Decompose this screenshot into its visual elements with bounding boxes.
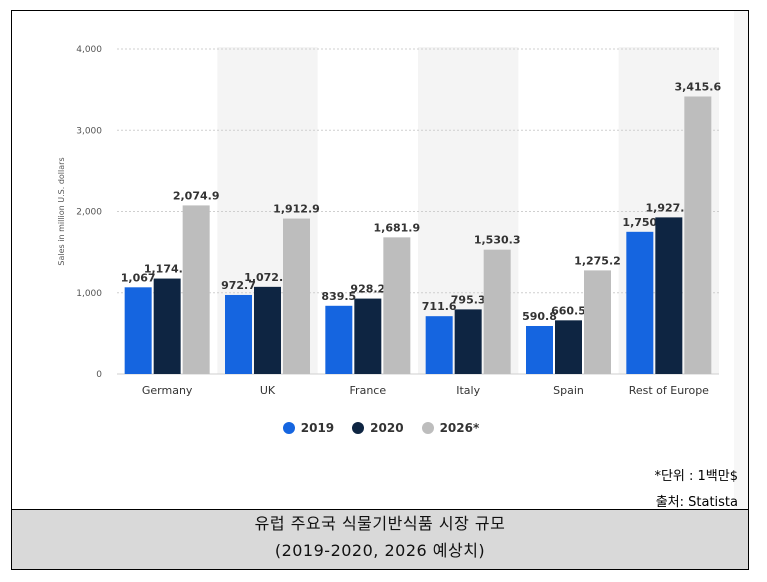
y-tick-label: 1,000: [76, 289, 102, 299]
legend-marker-2020: [352, 422, 365, 434]
bar-2019-1: [225, 294, 252, 374]
legend-marker-2026: [421, 422, 434, 434]
data-label: 711.6: [422, 300, 457, 313]
legend-label-2026: 2026*: [439, 421, 480, 435]
data-label: 590.8: [522, 310, 557, 323]
bar-chart: 0 1,000 2,000 3,000 4,000 Sales in million U.…: [57, 45, 722, 397]
bar-2020-4: [555, 320, 582, 374]
unit-note: *단위 : 1백만$: [654, 469, 738, 484]
legend-label-2020: 2020: [370, 421, 404, 435]
caption-subtitle: (2019-2020, 2026 예상치): [274, 541, 486, 560]
legend-marker-2019: [282, 422, 295, 434]
x-tick-label: Rest of Europe: [629, 384, 709, 397]
bar-2026-3: [483, 249, 511, 374]
data-label: 1,275.2: [574, 254, 621, 267]
figure-frame: 0 1,000 2,000 3,000 4,000 Sales in million U.…: [11, 10, 749, 570]
data-label: 1,927.6: [646, 201, 693, 214]
legend-item-2019: 2019: [282, 421, 335, 435]
x-tick-label: France: [350, 384, 387, 397]
y-axis-label: Sales in million U.S. dollars: [57, 157, 66, 265]
bar-2020-3: [454, 309, 482, 374]
data-label: 839.5: [321, 290, 356, 303]
data-label: 2,074.9: [173, 189, 220, 202]
bar-2020-0: [153, 278, 181, 374]
data-label: 1,072.6: [244, 271, 291, 284]
source-note: 출처: Statista: [655, 495, 738, 510]
y-tick-label: 4,000: [76, 45, 102, 55]
bar-2020-5: [655, 217, 683, 374]
x-tick-label: UK: [260, 384, 276, 397]
chart-legend: 2019 2020 2026*: [12, 421, 750, 435]
data-label: 3,415.6: [675, 80, 722, 93]
bar-2026-4: [584, 270, 611, 374]
legend-item-2020: 2020: [352, 421, 404, 435]
x-tick-label: Italy: [456, 384, 480, 397]
data-label: 1,912.9: [273, 203, 320, 216]
bar-2019-4: [526, 325, 553, 374]
x-tick-label: Spain: [553, 384, 584, 397]
data-label: 972.7: [221, 279, 256, 292]
y-tick-label: 3,000: [76, 126, 102, 136]
data-label: 1,530.3: [474, 234, 521, 247]
bar-2019-5: [626, 231, 654, 374]
bar-2019-2: [325, 305, 353, 374]
legend-item-2026: 2026*: [421, 421, 480, 435]
bar-2026-5: [684, 96, 712, 375]
bar-2020-2: [354, 298, 382, 374]
bar-2026-1: [283, 218, 310, 374]
right-edge-strip: [734, 11, 748, 511]
data-label: 1,750: [622, 216, 657, 229]
bar-2019-0: [124, 287, 152, 374]
data-label: 795.3: [451, 293, 486, 306]
bar-2026-0: [182, 205, 210, 374]
data-label: 1,681.9: [374, 221, 421, 234]
data-label: 928.2: [350, 283, 385, 296]
legend-label-2019: 2019: [300, 421, 335, 435]
figure-caption: 유럽 주요국 식물기반식품 시장 규모 (2019-2020, 2026 예상치…: [12, 509, 748, 569]
x-tick-label: Germany: [142, 384, 193, 397]
y-tick-label: 2,000: [76, 208, 102, 218]
bar-2026-2: [383, 237, 411, 374]
data-label: 1,067: [121, 271, 156, 284]
bar-2019-3: [425, 316, 453, 374]
data-label: 660.5: [551, 304, 586, 317]
y-tick-label: 0: [96, 370, 102, 380]
caption-title: 유럽 주요국 식물기반식품 시장 규모: [254, 514, 506, 533]
data-label: 1,174.7: [144, 263, 191, 276]
bar-2020-1: [254, 286, 281, 374]
